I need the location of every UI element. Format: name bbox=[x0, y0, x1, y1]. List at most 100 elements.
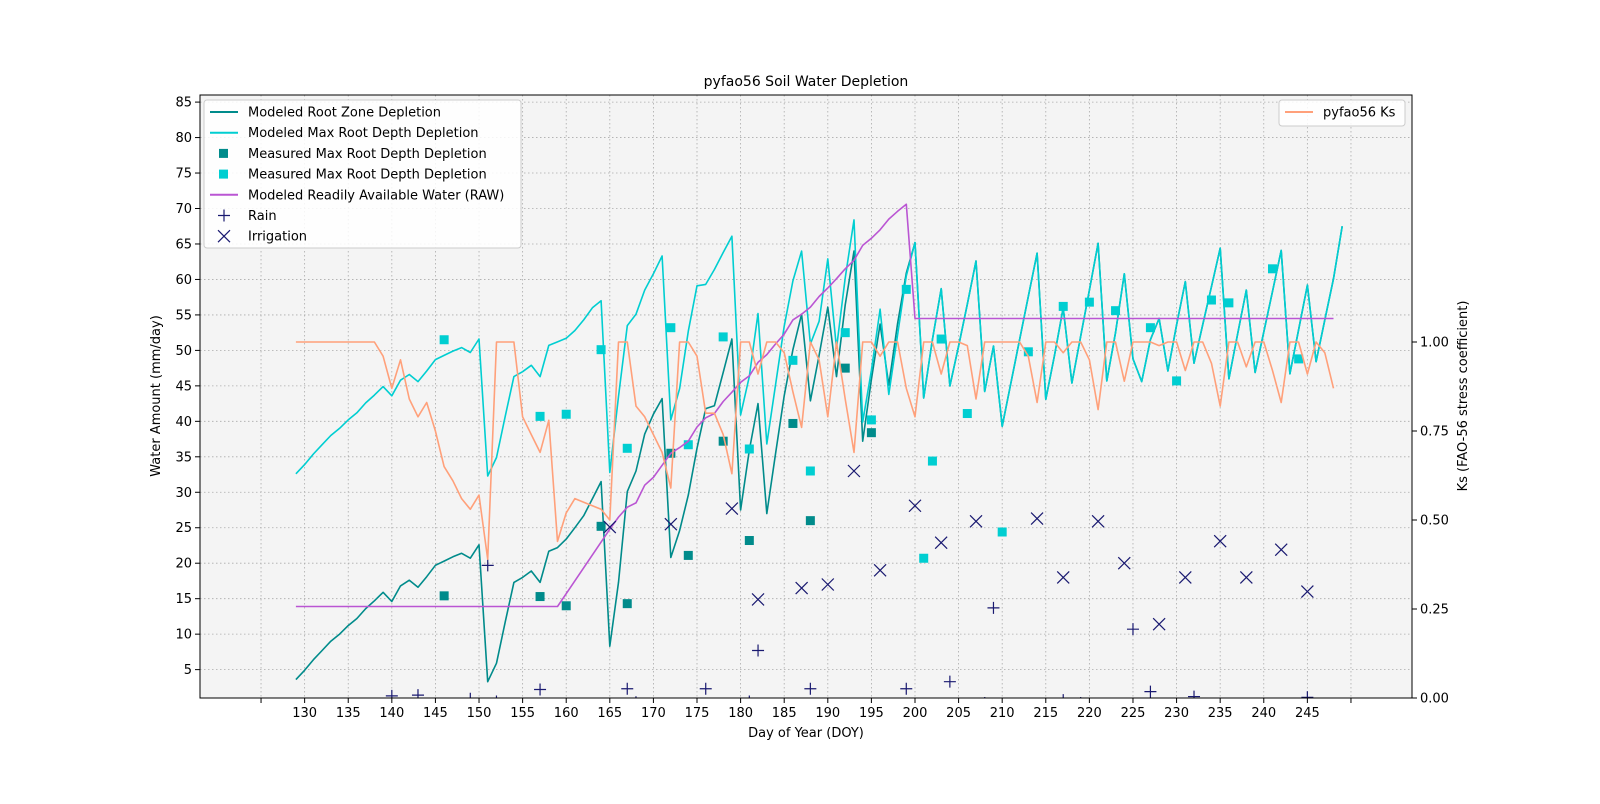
measured-max-root-depth-depletion-point bbox=[622, 443, 632, 453]
y2-tick-label: 0.50 bbox=[1420, 514, 1449, 529]
irrigation-point bbox=[1152, 617, 1166, 631]
y-tick-label: 5 bbox=[184, 663, 192, 678]
irrigation-point bbox=[795, 581, 809, 595]
measured-max-root-depth-depletion-point bbox=[535, 411, 545, 421]
rain-point bbox=[943, 675, 956, 688]
legend-item-pyfao56-ks: pyfao56 Ks bbox=[1285, 106, 1396, 121]
irrigation-point bbox=[1274, 543, 1288, 557]
x-axis: 130 135 140 145 150 155 160 165 170 175 180 185 190 1… bbox=[260, 698, 1352, 721]
irrigation-point bbox=[908, 499, 922, 513]
measured-max-root-depth-depletion-point bbox=[936, 334, 946, 344]
y-tick-label: 10 bbox=[175, 628, 192, 643]
x-tick-label: 210 bbox=[990, 706, 1015, 721]
y-tick-label: 65 bbox=[175, 237, 192, 252]
legend-item-measured-max-root-depth-depletion: Measured Max Root Depth Depletion bbox=[219, 147, 487, 162]
measured-max-root-depth-depletion-point bbox=[1084, 297, 1094, 307]
x-tick-label: 220 bbox=[1077, 706, 1102, 721]
rain-point bbox=[752, 644, 765, 657]
measured-max-root-depth-depletion-point bbox=[1267, 264, 1277, 274]
y-tick-label: 80 bbox=[175, 131, 192, 146]
x-tick-label: 155 bbox=[510, 706, 535, 721]
measured-max-root-depth-depletion-point bbox=[744, 444, 754, 454]
y-tick-label: 50 bbox=[175, 344, 192, 359]
measured-max-root-depth-depletion-point bbox=[718, 332, 728, 342]
y-axis-label: Water Amount (mm/day) bbox=[149, 315, 164, 477]
irrigation-point bbox=[1213, 534, 1227, 548]
legend: Modeled Root Zone Depletion Modeled Max R… bbox=[203, 99, 522, 249]
series-group bbox=[295, 203, 1343, 698]
x-tick-label: 145 bbox=[423, 706, 448, 721]
x-tick-label: 180 bbox=[728, 706, 753, 721]
legend-item-modeled-root-zone-depletion: Modeled Root Zone Depletion bbox=[210, 106, 441, 121]
x-tick-label: 225 bbox=[1121, 706, 1146, 721]
rain-point bbox=[1062, 694, 1064, 698]
x-tick-label: 245 bbox=[1295, 706, 1320, 721]
irrigation-point bbox=[847, 464, 861, 478]
measured-max-root-depth-depletion-point bbox=[788, 418, 798, 428]
measured-max-root-depth-depletion-point bbox=[1172, 376, 1182, 386]
legend-swatch bbox=[218, 209, 230, 222]
rain-point bbox=[469, 692, 471, 698]
modeled-readily-available-water-raw-line bbox=[295, 203, 1334, 608]
y-tick-label: 40 bbox=[175, 415, 192, 430]
y2-tick-label: 1.00 bbox=[1420, 336, 1449, 351]
rain-point bbox=[1126, 623, 1139, 636]
irrigation-point bbox=[603, 520, 617, 534]
measured-max-root-depth-depletion-point bbox=[1058, 301, 1068, 311]
measured-max-root-depth-depletion-point bbox=[622, 599, 632, 609]
legend-label: pyfao56 Ks bbox=[1323, 106, 1396, 121]
x-tick-label: 150 bbox=[467, 706, 492, 721]
legend-item-measured-max-root-depth-depletion: Measured Max Root Depth Depletion bbox=[219, 168, 487, 183]
measured-max-root-depth-depletion-point bbox=[1224, 298, 1234, 308]
x-tick-label: 240 bbox=[1251, 706, 1276, 721]
measured-max-root-depth-depletion-point bbox=[788, 355, 798, 365]
x-tick-label: 190 bbox=[815, 706, 840, 721]
irrigation-point bbox=[934, 536, 948, 550]
rain-point bbox=[481, 559, 494, 572]
irrigation-point bbox=[1239, 570, 1253, 584]
modeled-max-root-depth-depletion-line bbox=[295, 219, 1343, 477]
y2-tick-label: 0.25 bbox=[1420, 603, 1449, 618]
measured-max-root-depth-depletion-point bbox=[561, 601, 571, 611]
x-tick-label: 170 bbox=[641, 706, 666, 721]
x-axis-label: Day of Year (DOY) bbox=[748, 726, 864, 741]
measured-max-root-depth-depletion-point bbox=[919, 553, 929, 563]
measured-max-root-depth-depletion-point bbox=[596, 345, 606, 355]
chart-title: pyfao56 Soil Water Depletion bbox=[704, 74, 909, 90]
plot-frame bbox=[199, 94, 1413, 699]
x-tick-label: 205 bbox=[946, 706, 971, 721]
legend-swatch bbox=[217, 229, 231, 243]
measured-max-root-depth-depletion-point bbox=[866, 428, 876, 438]
irrigation-point bbox=[751, 592, 765, 606]
measured-max-root-depth-depletion-point bbox=[1294, 354, 1304, 364]
x-tick-label: 175 bbox=[685, 706, 710, 721]
legend-item-irrigation: Irrigation bbox=[217, 229, 307, 245]
measured-max-root-depth-depletion-point bbox=[439, 591, 449, 601]
legend-box bbox=[203, 99, 522, 249]
legend-item-modeled-readily-available-water-raw: Modeled Readily Available Water (RAW) bbox=[210, 188, 504, 203]
irrigation-point bbox=[1178, 570, 1192, 584]
x-tick-label: 160 bbox=[554, 706, 579, 721]
y-tick-label: 25 bbox=[175, 521, 192, 536]
x-tick-label: 200 bbox=[903, 706, 928, 721]
measured-max-root-depth-depletion-point bbox=[1206, 295, 1216, 305]
measured-max-root-depth-depletion-point bbox=[683, 440, 693, 450]
measured-max-root-depth-depletion-point bbox=[718, 436, 728, 446]
rain-point bbox=[804, 682, 817, 695]
legend-label: Modeled Readily Available Water (RAW) bbox=[248, 188, 504, 203]
y2-axis: 0.00 0.25 0.50 0.75 1.00 bbox=[1412, 336, 1449, 707]
irrigation-point bbox=[873, 563, 887, 577]
measured-max-root-depth-depletion-point bbox=[840, 363, 850, 373]
y-tick-label: 45 bbox=[175, 379, 192, 394]
measured-max-root-depth-depletion-point bbox=[1023, 347, 1033, 357]
measured-max-root-depth-depletion-point bbox=[439, 335, 449, 345]
measured-max-root-depth-depletion-point bbox=[1111, 306, 1121, 316]
measured-max-root-depth-depletion-point bbox=[744, 536, 754, 546]
measured-max-root-depth-depletion-point bbox=[596, 521, 606, 531]
irrigation-point bbox=[969, 514, 983, 528]
pyfao56-ks-line bbox=[295, 341, 1335, 560]
y2-tick-label: 0.00 bbox=[1420, 692, 1449, 707]
y2-tick-label: 0.75 bbox=[1420, 425, 1449, 440]
measured-max-root-depth-depletion-point bbox=[901, 284, 911, 294]
